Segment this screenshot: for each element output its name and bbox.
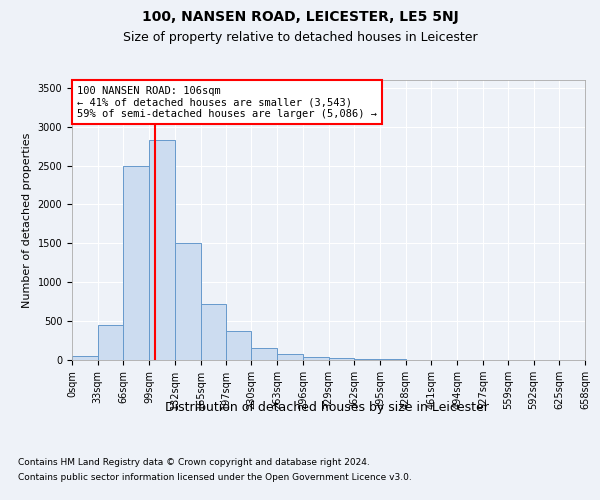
Bar	[329, 358, 354, 360]
Text: Size of property relative to detached houses in Leicester: Size of property relative to detached ho…	[122, 31, 478, 44]
Bar	[251, 348, 277, 360]
Bar	[98, 325, 124, 360]
Text: Contains public sector information licensed under the Open Government Licence v3: Contains public sector information licen…	[18, 473, 412, 482]
Bar	[149, 140, 175, 360]
Bar	[226, 331, 251, 360]
Bar	[72, 356, 98, 360]
Bar	[124, 166, 149, 360]
Bar	[277, 354, 303, 360]
Text: 100 NANSEN ROAD: 106sqm
← 41% of detached houses are smaller (3,543)
59% of semi: 100 NANSEN ROAD: 106sqm ← 41% of detache…	[77, 86, 377, 119]
Text: 100, NANSEN ROAD, LEICESTER, LE5 5NJ: 100, NANSEN ROAD, LEICESTER, LE5 5NJ	[142, 10, 458, 24]
Bar	[354, 359, 380, 360]
Bar	[175, 244, 200, 360]
Bar	[303, 356, 329, 360]
Text: Distribution of detached houses by size in Leicester: Distribution of detached houses by size …	[165, 401, 489, 414]
Y-axis label: Number of detached properties: Number of detached properties	[22, 132, 32, 308]
Text: Contains HM Land Registry data © Crown copyright and database right 2024.: Contains HM Land Registry data © Crown c…	[18, 458, 370, 467]
Bar	[200, 304, 226, 360]
